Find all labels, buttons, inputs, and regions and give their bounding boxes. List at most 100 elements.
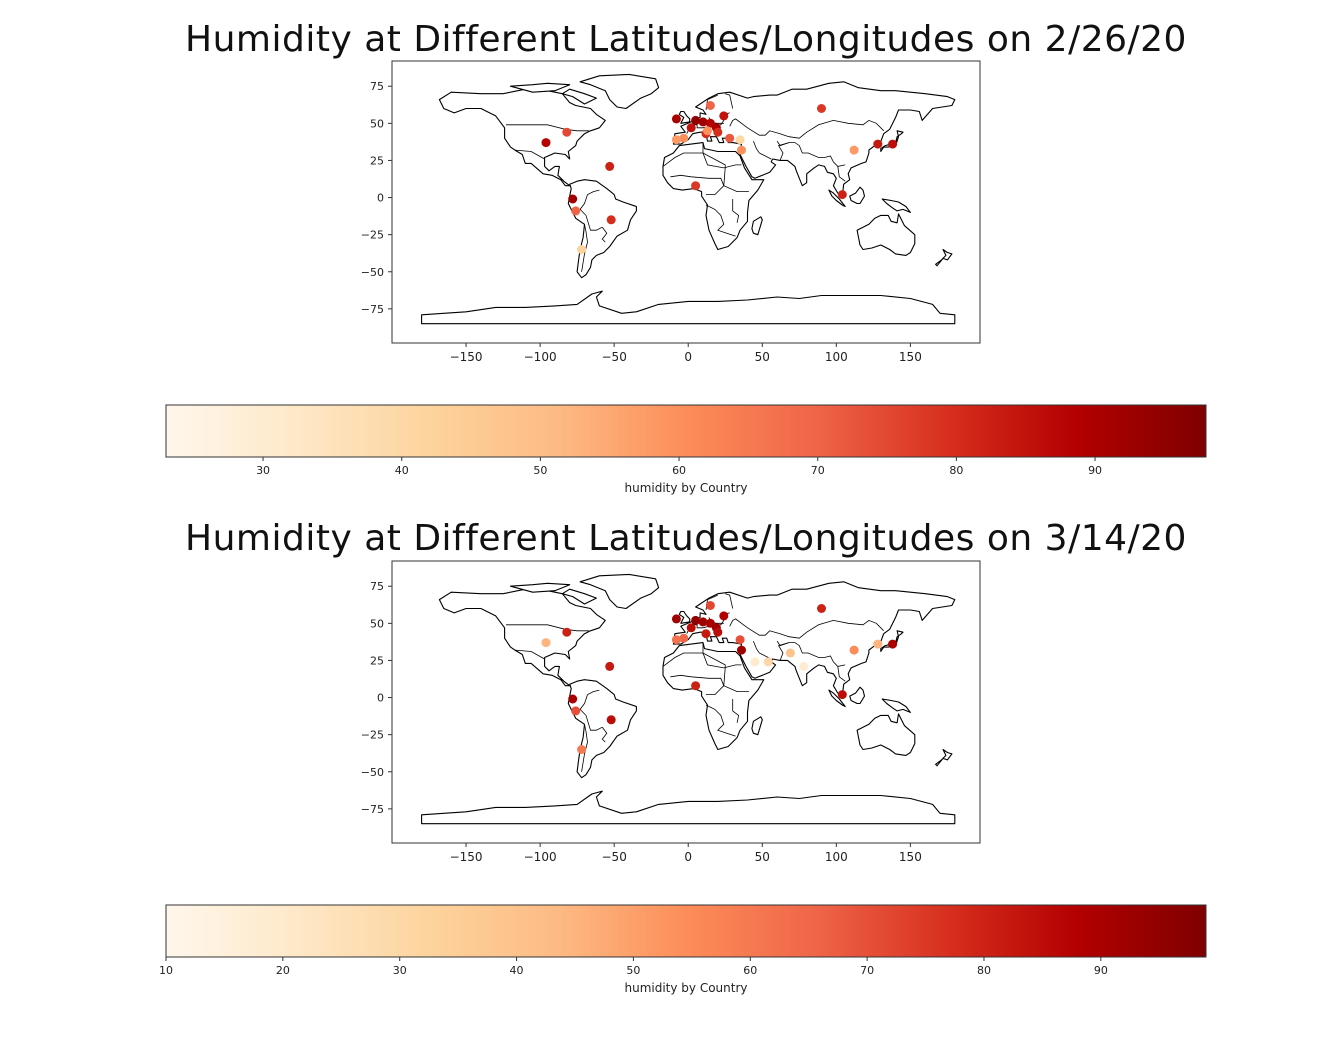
data-point	[719, 111, 729, 121]
country-border-5	[662, 652, 726, 695]
y-tick-label: 75	[370, 580, 384, 593]
data-point	[713, 627, 723, 637]
landmass-14	[509, 582, 571, 593]
x-tick-label: 0	[684, 350, 692, 364]
data-point	[686, 623, 696, 633]
data-point	[541, 138, 551, 148]
country-border-14	[753, 640, 772, 660]
landmass-9	[849, 686, 866, 705]
country-border-7	[670, 674, 749, 692]
data-point	[873, 639, 883, 649]
x-tick: −150	[450, 843, 483, 864]
x-tick-label: 0	[684, 850, 692, 864]
country-border-7	[670, 174, 749, 192]
x-tick-label: 150	[899, 850, 922, 864]
colorbar-gradient	[165, 404, 1207, 458]
country-border-4	[601, 226, 608, 243]
colorbar-tick-label: 30	[256, 464, 270, 477]
colorbar-tick-label: 90	[1088, 464, 1102, 477]
x-tick: 0	[684, 843, 692, 864]
data-point	[671, 614, 681, 624]
landmass-4	[672, 581, 956, 697]
country-border-12	[729, 118, 884, 139]
country-border-17	[725, 93, 734, 109]
y-tick: −50	[361, 266, 392, 279]
data-point	[671, 114, 681, 124]
x-tick-label: 100	[825, 850, 848, 864]
data-point	[541, 638, 551, 648]
country-border-8	[705, 204, 736, 237]
chart-title-1: Humidity at Different Latitudes/Longitud…	[185, 19, 1187, 60]
x-tick-label: −100	[524, 850, 557, 864]
data-point	[698, 117, 708, 127]
landmass-12	[751, 216, 763, 236]
country-border-13	[776, 640, 846, 667]
country-border-9	[732, 699, 740, 723]
landmass-1	[579, 73, 660, 110]
landmass-7	[856, 213, 916, 256]
country-border-15	[777, 642, 790, 661]
y-tick: 75	[370, 80, 392, 93]
landmass-0	[438, 88, 606, 187]
data-point	[679, 133, 689, 143]
world-basemap	[421, 573, 956, 825]
data-point	[568, 694, 578, 704]
landmass-5	[678, 110, 691, 124]
country-border-16	[837, 666, 846, 682]
y-tick-label: 0	[377, 692, 384, 705]
x-tick-label: −150	[450, 850, 483, 864]
x-tick-label: 50	[755, 350, 770, 364]
country-border-8	[705, 704, 736, 737]
y-tick: −75	[361, 303, 392, 316]
y-tick: 25	[370, 654, 392, 667]
colorbar-tick-label: 60	[672, 464, 686, 477]
colorbar-2: 10 20 30 40 50 60 70 80 90 humidity by Country	[159, 904, 1207, 995]
data-point	[605, 161, 615, 171]
data-point	[606, 715, 616, 725]
chart-title-2: Humidity at Different Latitudes/Longitud…	[185, 518, 1187, 559]
landmass-14	[509, 82, 571, 93]
colorbar-tick-label: 90	[1094, 964, 1108, 977]
x-tick-label: −50	[602, 350, 627, 364]
y-tick: −50	[361, 766, 392, 779]
landmass-8	[935, 748, 953, 767]
landmass-12	[751, 716, 763, 736]
data-point	[763, 657, 773, 667]
data-point	[562, 127, 572, 137]
data-point	[571, 206, 581, 216]
colorbar-tick-label: 80	[977, 964, 991, 977]
data-point	[691, 115, 701, 125]
colorbar-tick-label: 60	[743, 964, 757, 977]
x-tick: 100	[825, 343, 848, 364]
colorbar-tick-label: 50	[533, 464, 547, 477]
y-tick: −25	[361, 229, 392, 242]
x-tick: −100	[524, 843, 557, 864]
map-plot-1: 75 50 25 0 −25 −50 −75 −150 −100 −50 0 50 100 150	[361, 60, 981, 364]
landmass-13	[421, 290, 956, 325]
y-tick-label: 25	[370, 154, 384, 167]
x-tick: 100	[825, 843, 848, 864]
landmass-10	[828, 689, 846, 708]
y-tick-label: −25	[361, 729, 384, 742]
data-point	[737, 145, 746, 155]
x-tick-label: −50	[602, 850, 627, 864]
y-tick-label: 0	[377, 192, 384, 205]
x-tick-label: 100	[825, 350, 848, 364]
data-point	[735, 135, 745, 145]
data-point	[873, 139, 883, 149]
country-border-17	[725, 593, 734, 609]
data-point	[703, 126, 712, 136]
country-border-6	[702, 642, 742, 669]
y-tick: 50	[370, 117, 392, 130]
data-point	[713, 127, 723, 137]
landmass-7	[856, 713, 916, 756]
colorbar-1: 30 40 50 60 70 80 90 humidity by Country	[165, 404, 1207, 495]
x-tick: 50	[755, 343, 770, 364]
data-point	[849, 145, 859, 155]
country-border-12	[729, 618, 884, 639]
data-point	[705, 101, 715, 110]
colorbar-tick-label: 70	[811, 464, 825, 477]
x-tick-label: 150	[899, 350, 922, 364]
country-border-3	[579, 189, 603, 231]
country-border-1	[514, 149, 545, 160]
